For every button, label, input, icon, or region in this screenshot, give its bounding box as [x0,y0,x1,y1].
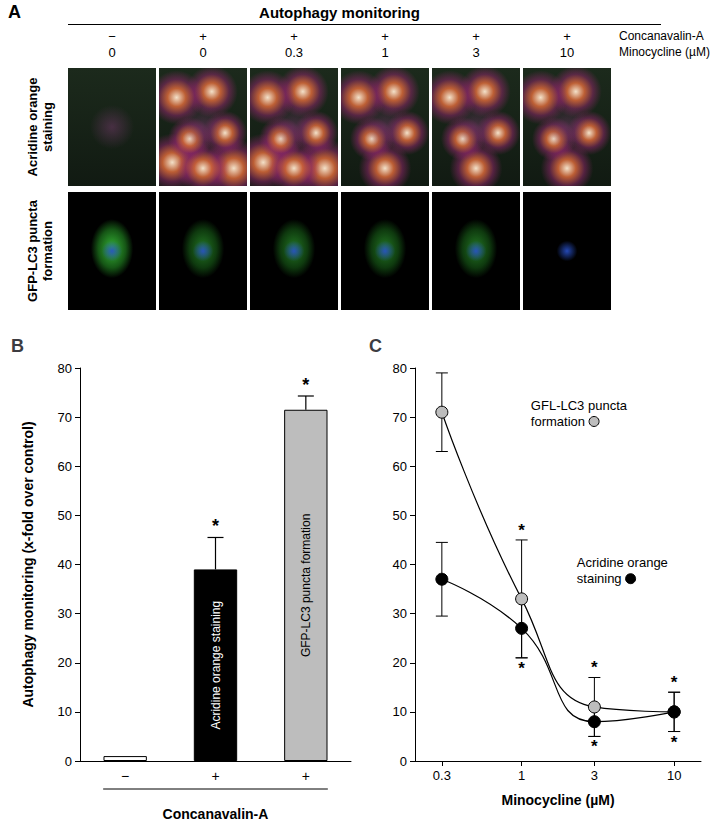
svg-text:50: 50 [393,508,407,523]
svg-text:80: 80 [393,361,407,376]
html-text:Minocycline (µM): Minocycline (µM) [619,45,710,59]
svg-text:50: 50 [58,508,72,523]
svg-text:C: C [369,336,382,356]
svg-text:*: * [212,516,219,536]
svg-text:B: B [11,336,24,356]
svg-text:*: * [302,375,309,395]
html-text:GFP-LC3 puncta formation: GFP-LC3 puncta formation [25,200,55,302]
svg-text:60: 60 [58,459,72,474]
svg-text:−: − [121,768,129,784]
svg-text:60: 60 [393,459,407,474]
svg-text:formation: formation [531,414,585,429]
svg-text:Acridine orange: Acridine orange [577,555,668,570]
svg-text:40: 40 [393,557,407,572]
html-text:0.3: 0.3 [285,45,303,60]
html-text:1: 1 [381,45,389,60]
html-text:A: A [8,2,21,22]
svg-text:80: 80 [58,361,72,376]
html-text:0: 0 [199,45,207,60]
svg-text:staining: staining [577,571,622,586]
svg-text:*: * [671,733,678,752]
svg-text:+: + [302,768,310,784]
html-text:Acridine orange staining: Acridine orange staining [25,77,55,177]
svg-text:70: 70 [58,410,72,425]
html-text:3: 3 [472,45,480,60]
svg-text:GFL-LC3 puncta: GFL-LC3 puncta [531,398,628,413]
html-text:Autophagy monitoring: Autophagy monitoring [259,4,420,21]
svg-text:10: 10 [667,768,681,783]
html-text:Concanavalin-A: Concanavalin-A [619,29,704,43]
html-text:0: 0 [108,45,116,60]
svg-text:Concanavalin-A: Concanavalin-A [163,806,269,822]
svg-text:20: 20 [58,655,72,670]
svg-text:Acridine orange staining: Acridine orange staining [209,601,223,730]
svg-text:3: 3 [591,768,598,783]
svg-text:GFP-LC3 puncta formation: GFP-LC3 puncta formation [299,514,313,657]
svg-text:10: 10 [393,704,407,719]
svg-text:20: 20 [393,655,407,670]
svg-text:10: 10 [58,704,72,719]
svg-text:Minocycline (µM): Minocycline (µM) [501,792,614,808]
svg-text:*: * [671,673,678,692]
svg-text:*: * [591,737,598,756]
svg-text:0: 0 [400,754,407,769]
svg-text:30: 30 [393,606,407,621]
svg-text:*: * [591,658,598,677]
svg-text:0: 0 [65,754,72,769]
svg-text:*: * [518,521,525,540]
html-text:10: 10 [559,45,575,60]
svg-text:0.3: 0.3 [433,768,451,783]
svg-text:70: 70 [393,410,407,425]
svg-text:+: + [211,768,219,784]
svg-text:*: * [518,659,525,678]
svg-text:1: 1 [518,768,525,783]
svg-text:40: 40 [58,557,72,572]
svg-text:Autophagy monitoring (x-fold o: Autophagy monitoring (x-fold over contro… [20,421,36,707]
svg-text:30: 30 [58,606,72,621]
